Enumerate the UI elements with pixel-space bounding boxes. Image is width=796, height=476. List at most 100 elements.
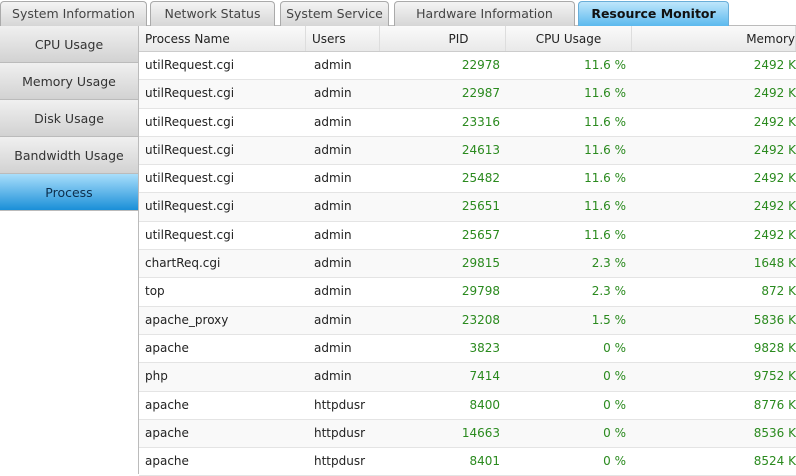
- cell-cpu-usage: 11.6 %: [584, 199, 626, 214]
- tab-system-information[interactable]: System Information: [0, 1, 147, 26]
- cell-memory: 9828 K: [753, 340, 796, 355]
- table-row[interactable]: apache httpdusr 8401 0 % 8524 K: [139, 448, 796, 476]
- cell-cpu-usage: 11.6 %: [584, 171, 626, 186]
- cell-memory: 8524 K: [753, 454, 796, 469]
- cell-cpu-usage: 0 %: [603, 397, 626, 412]
- tab-hardware-information[interactable]: Hardware Information: [394, 1, 575, 26]
- table-row[interactable]: chartReq.cgi admin 29815 2.3 % 1648 K: [139, 250, 796, 279]
- cell-process-name: apache: [145, 425, 189, 440]
- sidebar-item-process[interactable]: Process: [0, 174, 138, 211]
- cell-user: admin: [314, 312, 352, 327]
- table-row[interactable]: utilRequest.cgi admin 22978 11.6 % 2492 K: [139, 52, 796, 81]
- cell-memory: 5836 K: [753, 312, 796, 327]
- cell-cpu-usage: 2.3 %: [591, 284, 626, 299]
- cell-user: admin: [314, 340, 352, 355]
- cell-user: admin: [314, 284, 352, 299]
- table-row[interactable]: utilRequest.cgi admin 23316 11.6 % 2492 K: [139, 109, 796, 137]
- sidebar-item-cpu-usage[interactable]: CPU Usage: [0, 26, 138, 63]
- cell-pid: 29798: [461, 284, 500, 299]
- cell-memory: 1648 K: [753, 256, 796, 271]
- cell-process-name: chartReq.cgi: [145, 256, 221, 271]
- column-header-pid[interactable]: PID: [380, 26, 506, 51]
- cell-memory: 2492 K: [753, 171, 796, 186]
- table-header: Process Name Users PID CPU Usage Memory: [139, 26, 796, 52]
- cell-process-name: utilRequest.cgi: [145, 171, 235, 186]
- cell-cpu-usage: 0 %: [603, 425, 626, 440]
- tab-resource-monitor[interactable]: Resource Monitor: [578, 1, 729, 26]
- sidebar-item-bandwidth-usage[interactable]: Bandwidth Usage: [0, 137, 138, 174]
- cell-cpu-usage: 11.6 %: [584, 227, 626, 242]
- cell-memory: 872 K: [761, 284, 796, 299]
- column-header-users[interactable]: Users: [306, 26, 380, 51]
- cell-pid: 22987: [461, 86, 500, 101]
- tab-network-status[interactable]: Network Status: [150, 1, 275, 26]
- cell-process-name: apache: [145, 397, 189, 412]
- cell-user: admin: [314, 227, 352, 242]
- table-row[interactable]: top admin 29798 2.3 % 872 K: [139, 278, 796, 307]
- cell-user: admin: [314, 256, 352, 271]
- cell-user: admin: [314, 114, 352, 129]
- table-row[interactable]: utilRequest.cgi admin 25482 11.6 % 2492 K: [139, 165, 796, 194]
- cell-user: httpdusr: [314, 425, 366, 440]
- cell-memory: 2492 K: [753, 227, 796, 242]
- sidebar-item-disk-usage[interactable]: Disk Usage: [0, 100, 138, 137]
- cell-memory: 9752 K: [753, 369, 796, 384]
- table-row[interactable]: apache_proxy admin 23208 1.5 % 5836 K: [139, 306, 796, 335]
- cell-memory: 2492 K: [753, 114, 796, 129]
- cell-process-name: utilRequest.cgi: [145, 86, 235, 101]
- cell-memory: 8776 K: [753, 397, 796, 412]
- sidebar-item-memory-usage[interactable]: Memory Usage: [0, 63, 138, 100]
- cell-pid: 25651: [461, 199, 500, 214]
- cell-user: httpdusr: [314, 397, 366, 412]
- cell-pid: 23208: [461, 312, 500, 327]
- cell-cpu-usage: 0 %: [603, 454, 626, 469]
- cell-pid: 29815: [461, 256, 500, 271]
- cell-pid: 14663: [461, 425, 500, 440]
- column-header-memory[interactable]: Memory: [632, 26, 796, 51]
- cell-process-name: php: [145, 369, 168, 384]
- cell-memory: 8536 K: [753, 425, 796, 440]
- table-row[interactable]: php admin 7414 0 % 9752 K: [139, 363, 796, 392]
- table-row[interactable]: apache admin 3823 0 % 9828 K: [139, 335, 796, 364]
- cell-memory: 2492 K: [753, 58, 796, 72]
- table-row[interactable]: utilRequest.cgi admin 25657 11.6 % 2492 K: [139, 222, 796, 251]
- cell-process-name: utilRequest.cgi: [145, 58, 235, 72]
- cell-process-name: utilRequest.cgi: [145, 227, 235, 242]
- cell-process-name: utilRequest.cgi: [145, 114, 235, 129]
- table-row[interactable]: apache httpdusr 14663 0 % 8536 K: [139, 419, 796, 449]
- cell-process-name: utilRequest.cgi: [145, 142, 235, 157]
- cell-process-name: apache: [145, 340, 189, 355]
- cell-cpu-usage: 11.6 %: [584, 114, 626, 129]
- cell-user: admin: [314, 171, 352, 186]
- cell-user: admin: [314, 369, 352, 384]
- cell-pid: 22978: [461, 58, 500, 72]
- cell-pid: 23316: [461, 114, 500, 129]
- cell-user: admin: [314, 58, 352, 72]
- cell-cpu-usage: 11.6 %: [584, 142, 626, 157]
- table-row[interactable]: utilRequest.cgi admin 25651 11.6 % 2492 K: [139, 193, 796, 222]
- cell-memory: 2492 K: [753, 199, 796, 214]
- cell-pid: 25482: [461, 171, 500, 186]
- tab-bar: System Information Network Status System S…: [0, 0, 796, 26]
- sidebar: CPU Usage Memory Usage Disk Usage Bandwidth…: [0, 26, 139, 474]
- column-header-process-name[interactable]: Process Name: [139, 26, 306, 51]
- cell-cpu-usage: 1.5 %: [591, 312, 626, 327]
- cell-process-name: apache_proxy: [145, 312, 229, 327]
- cell-pid: 8400: [469, 397, 500, 412]
- cell-cpu-usage: 11.6 %: [584, 58, 626, 72]
- column-header-cpu-usage[interactable]: CPU Usage: [506, 26, 632, 51]
- cell-user: admin: [314, 142, 352, 157]
- cell-cpu-usage: 11.6 %: [584, 86, 626, 101]
- cell-pid: 3823: [469, 340, 500, 355]
- cell-process-name: utilRequest.cgi: [145, 199, 235, 214]
- tab-system-service[interactable]: System Service: [280, 1, 389, 26]
- cell-user: admin: [314, 199, 352, 214]
- table-row[interactable]: utilRequest.cgi admin 24613 11.6 % 2492 K: [139, 136, 796, 166]
- cell-cpu-usage: 0 %: [603, 369, 626, 384]
- table-row[interactable]: utilRequest.cgi admin 22987 11.6 % 2492 K: [139, 80, 796, 109]
- cell-process-name: apache: [145, 454, 189, 469]
- cell-cpu-usage: 2.3 %: [591, 256, 626, 271]
- table-row[interactable]: apache httpdusr 8400 0 % 8776 K: [139, 392, 796, 420]
- cell-user: admin: [314, 86, 352, 101]
